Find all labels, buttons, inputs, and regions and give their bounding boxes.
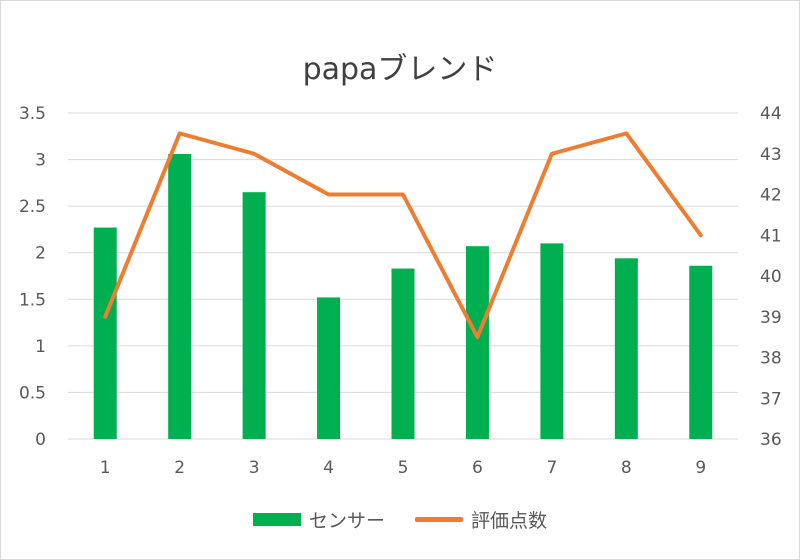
left-tick-label: 1.5 xyxy=(19,290,46,310)
left-tick-label: 0 xyxy=(35,430,46,450)
legend-swatch-line xyxy=(415,517,463,522)
legend-item-score: 評価点数 xyxy=(415,506,547,533)
bar xyxy=(93,227,117,439)
bar xyxy=(465,246,489,439)
right-tick-label: 39 xyxy=(760,308,782,328)
x-tick-label: 6 xyxy=(472,458,483,478)
right-tick-label: 43 xyxy=(760,145,782,165)
right-axis: 36 37 38 39 40 41 42 43 44 xyxy=(760,104,782,450)
legend-item-sensor: センサー xyxy=(252,506,385,533)
legend-label-score: 評価点数 xyxy=(471,510,548,532)
x-tick-label: 2 xyxy=(174,458,185,478)
right-tick-label: 40 xyxy=(760,267,782,287)
x-tick-label: 4 xyxy=(323,458,334,478)
x-tick-label: 3 xyxy=(249,458,260,478)
x-tick-label: 5 xyxy=(398,458,409,478)
left-tick-label: 3.5 xyxy=(19,104,46,124)
right-tick-label: 44 xyxy=(760,104,782,124)
chart-title: papaブレンド xyxy=(302,52,498,87)
left-tick-label: 2 xyxy=(35,244,46,264)
legend-swatch-bar xyxy=(252,513,301,526)
left-tick-label: 0.5 xyxy=(19,383,46,403)
left-tick-label: 3 xyxy=(35,151,46,171)
bar-series-sensor xyxy=(93,153,713,440)
legend: センサー 評価点数 xyxy=(0,506,800,533)
left-tick-label: 1 xyxy=(35,337,46,357)
right-tick-label: 41 xyxy=(760,226,782,246)
x-tick-label: 9 xyxy=(695,458,706,478)
x-tick-label: 7 xyxy=(546,458,557,478)
bar xyxy=(168,153,192,440)
left-tick-label: 2.5 xyxy=(19,197,46,217)
x-tick-label: 1 xyxy=(100,458,111,478)
bar xyxy=(391,268,415,439)
bar xyxy=(317,297,341,439)
x-tick-label: 8 xyxy=(621,458,632,478)
legend-label-sensor: センサー xyxy=(308,510,385,532)
right-tick-label: 37 xyxy=(760,389,782,409)
bar xyxy=(614,258,638,439)
left-axis: 0 0.5 1 1.5 2 2.5 3 3.5 xyxy=(19,104,46,450)
bar xyxy=(242,192,266,439)
bar xyxy=(689,265,713,439)
line-series-score xyxy=(103,131,703,340)
right-tick-label: 36 xyxy=(760,430,782,450)
right-tick-label: 38 xyxy=(760,349,782,369)
x-axis: 1 2 3 4 5 6 7 8 9 xyxy=(100,458,706,478)
right-tick-label: 42 xyxy=(760,186,782,206)
bar xyxy=(540,243,564,439)
